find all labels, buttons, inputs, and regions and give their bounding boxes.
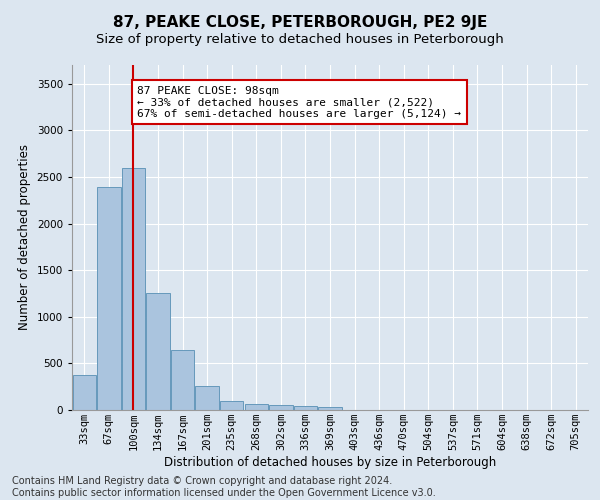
Bar [319, 407, 341, 410]
Bar [146, 294, 170, 410]
Y-axis label: Number of detached properties: Number of detached properties [18, 144, 31, 330]
Text: Size of property relative to detached houses in Peterborough: Size of property relative to detached ho… [96, 32, 504, 46]
Bar [220, 401, 244, 410]
Bar [294, 406, 317, 410]
Text: Contains HM Land Registry data © Crown copyright and database right 2024.
Contai: Contains HM Land Registry data © Crown c… [12, 476, 436, 498]
Bar [196, 386, 219, 410]
Bar [97, 187, 121, 410]
Text: 87 PEAKE CLOSE: 98sqm
← 33% of detached houses are smaller (2,522)
67% of semi-d: 87 PEAKE CLOSE: 98sqm ← 33% of detached … [137, 86, 461, 118]
Bar [245, 404, 268, 410]
Text: 87, PEAKE CLOSE, PETERBOROUGH, PE2 9JE: 87, PEAKE CLOSE, PETERBOROUGH, PE2 9JE [113, 15, 487, 30]
Bar [171, 350, 194, 410]
Bar [122, 168, 145, 410]
Bar [73, 374, 96, 410]
Bar [269, 405, 293, 410]
X-axis label: Distribution of detached houses by size in Peterborough: Distribution of detached houses by size … [164, 456, 496, 469]
